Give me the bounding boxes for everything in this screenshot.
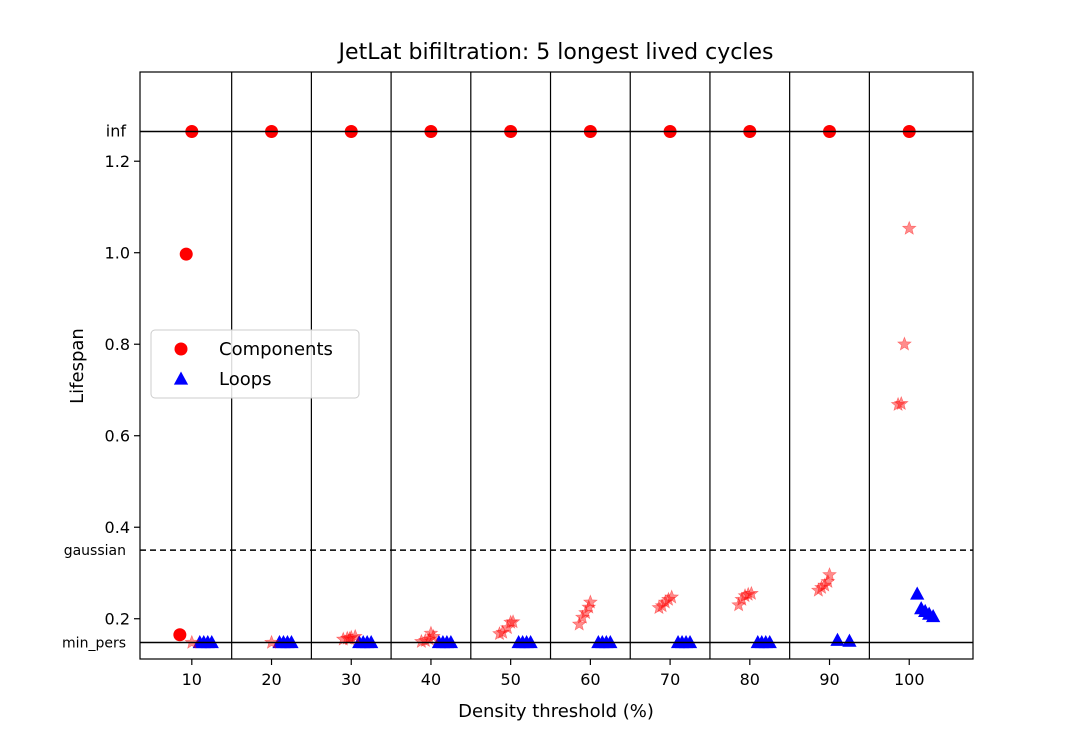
series-1-point-34 [910, 586, 925, 600]
series-2-point-30 [740, 586, 756, 601]
series-2-point-39 [896, 336, 912, 351]
series-2-point-34 [817, 577, 833, 592]
series-2-point-35 [820, 573, 836, 589]
axis-ticks: 10 20 30 40 50 60 70 80 90 100 0.2 0.4 0.6 0.8 1.0 1.2 [105, 152, 925, 689]
series-2-point-3 [339, 630, 355, 645]
series-2-point-17 [571, 616, 587, 631]
legend-box [150, 329, 360, 399]
series-2-point-23 [654, 598, 670, 613]
x-tick-label-2: 30 [341, 670, 361, 689]
legend-marker-1 [173, 371, 189, 385]
series-2-point-24 [657, 594, 673, 609]
series-1-point-23 [603, 635, 618, 649]
series-2-point-29 [737, 588, 753, 603]
x-tick-label-5: 60 [580, 670, 600, 689]
x-tick-label-1: 20 [261, 670, 281, 689]
series-2-point-10 [425, 628, 441, 643]
y-axis-label: Lifespan [67, 328, 88, 404]
series-2-point-33 [814, 579, 829, 594]
series-1-point-38 [926, 608, 941, 623]
series-2-point-25 [661, 591, 676, 606]
series-1-point-19 [523, 635, 538, 649]
series-2-point-32 [810, 582, 826, 597]
series-1-point-32 [830, 632, 845, 646]
series-2-point-18 [574, 609, 590, 624]
series-2-point-31 [743, 585, 759, 600]
series-2-point-5 [347, 628, 363, 643]
y-tick-label-4: 1.0 [105, 244, 130, 263]
series-2-point-13 [495, 624, 511, 639]
y-tick-label-5: 1.2 [105, 152, 130, 171]
series-1-point-33 [842, 633, 857, 647]
series-0-point-11 [173, 628, 187, 642]
legend-marker-0 [174, 342, 188, 356]
series-2-point-27 [731, 597, 747, 612]
series-1-point-15 [443, 635, 459, 649]
series-2-point-37 [890, 396, 906, 411]
series-2-point-4 [343, 629, 359, 644]
series-2-point-36 [822, 566, 837, 582]
series-2-point-38 [893, 395, 909, 411]
chart-legend: Components Loops [150, 329, 360, 399]
x-axis-label: Density threshold (%) [458, 701, 654, 722]
series-2-point-16 [505, 614, 521, 629]
series-1-point-31 [762, 635, 777, 649]
plot-border [139, 71, 974, 660]
series-2-point-14 [500, 620, 515, 635]
legend-label-0: Components [219, 339, 333, 360]
legend-label-1: Loops [219, 369, 272, 390]
x-tick-label-0: 10 [182, 670, 202, 689]
series-2-point-26 [664, 589, 680, 604]
series-2-point-22 [651, 599, 667, 615]
series-1-point-3 [204, 635, 219, 649]
x-tick-label-8: 90 [819, 670, 839, 689]
y-tick-label-0: 0.2 [105, 610, 130, 629]
x-tick-label-4: 50 [500, 670, 520, 689]
series-0-point-10 [179, 247, 193, 261]
series-2-point-21 [582, 594, 598, 609]
series-2-point-15 [503, 614, 519, 629]
reference-label-min-pers: min_pers [62, 636, 126, 652]
series-2-point-19 [578, 604, 594, 620]
reference-label-inf: inf [106, 121, 127, 140]
series-2-point-12 [492, 626, 507, 641]
y-tick-label-1: 0.4 [105, 518, 130, 537]
series-2-point-28 [734, 591, 750, 606]
series-2-point-20 [581, 599, 597, 614]
series-2-point-40 [901, 220, 917, 235]
x-tick-label-3: 40 [421, 670, 441, 689]
series-1-point-27 [682, 635, 698, 649]
series-2-point-8 [417, 632, 433, 648]
plot-frame: inf gaussian min_pers [62, 71, 974, 660]
reference-label-gaussian: gaussian [64, 543, 126, 559]
x-tick-label-6: 70 [660, 670, 680, 689]
series-1-point-7 [284, 635, 299, 649]
y-tick-label-2: 0.6 [105, 427, 130, 446]
series-2-point-11 [423, 625, 439, 640]
x-tick-label-9: 100 [894, 670, 925, 689]
series-2-point-7 [413, 633, 429, 648]
y-tick-label-3: 0.8 [105, 335, 130, 354]
series-1-point-11 [364, 635, 379, 649]
chart-title: JetLat bifiltration: 5 longest lived cyc… [337, 40, 774, 65]
x-tick-label-7: 80 [740, 670, 760, 689]
